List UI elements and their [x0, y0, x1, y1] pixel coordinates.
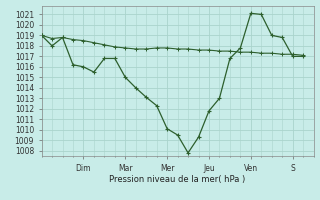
X-axis label: Pression niveau de la mer( hPa ): Pression niveau de la mer( hPa ) — [109, 175, 246, 184]
